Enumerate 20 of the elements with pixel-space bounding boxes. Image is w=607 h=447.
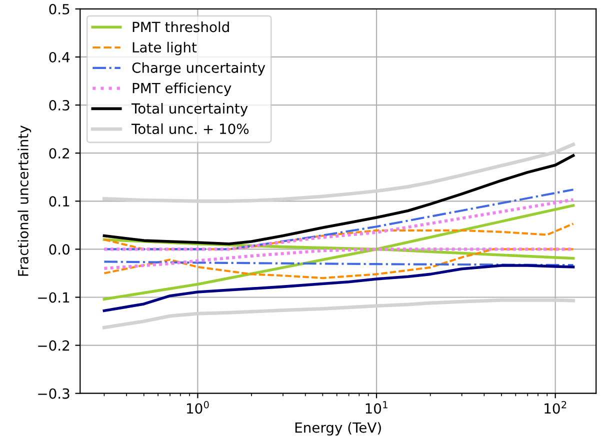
legend-label: Charge uncertainty <box>132 62 266 76</box>
legend-label: Late light <box>132 42 197 56</box>
y-axis-title: Fractional uncertainty <box>18 126 32 276</box>
legend-label: Total unc. + 10% <box>131 123 249 134</box>
legend-label: Total uncertainty <box>131 102 248 116</box>
y-tick-label: 0.1 <box>49 196 70 207</box>
x-tick-label: 10$^{1}$ <box>366 401 388 414</box>
legend-label: PMT efficiency <box>132 82 232 96</box>
y-tick-label: −0.2 <box>38 340 70 351</box>
y-tick-label: 0.3 <box>49 100 70 111</box>
x-axis-title: Energy (TeV) <box>295 422 381 436</box>
y-tick-label: 0.2 <box>49 148 70 159</box>
y-tick-label: −0.1 <box>38 292 70 303</box>
y-tick-label: 0.0 <box>49 244 70 255</box>
legend-label: PMT threshold <box>132 21 229 32</box>
x-tick-label: 10$^{0}$ <box>187 400 209 414</box>
x-tick-label: 10$^{2}$ <box>544 400 566 414</box>
y-tick-label: −0.3 <box>38 388 70 399</box>
y-tick-label: 0.5 <box>49 4 70 14</box>
y-tick-label: 0.4 <box>49 52 70 62</box>
